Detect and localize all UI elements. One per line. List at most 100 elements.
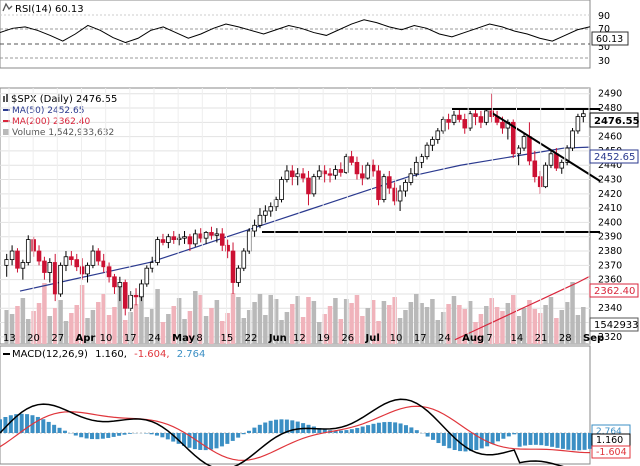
date-label: 26 (341, 333, 354, 344)
candle-body (397, 190, 403, 202)
macd-hist-bar (311, 426, 316, 433)
candle-body (478, 116, 484, 123)
volume-bar (25, 319, 31, 344)
rsi-tick-70: 70 (598, 24, 610, 35)
macd-hist-bar (187, 433, 192, 448)
macd-hist-bar (246, 430, 251, 433)
candle-body (36, 250, 42, 262)
volume-bar (489, 298, 494, 344)
volume-bar (387, 305, 392, 344)
candle-body (144, 267, 150, 285)
macd-hist-bar (198, 433, 203, 450)
volume-bar (214, 300, 220, 344)
macd-hist-bar (506, 433, 511, 437)
volume-bar (122, 320, 128, 344)
candle-body (160, 239, 166, 243)
last-price-tag-text: 2476.55 (594, 116, 640, 127)
date-axis: 13 20 27 Apr 10 17 24 May 8 15 22 Jun 12 19 26 Jul 10 17 2… (3, 88, 604, 344)
candle-body (128, 294, 133, 309)
date-label: 13 (3, 333, 16, 344)
macd-hist-bar (468, 433, 473, 452)
volume-bar (133, 304, 139, 344)
candle-body (510, 121, 516, 155)
price-tick: 2340 (598, 303, 622, 314)
macd-hist-bar (14, 414, 19, 433)
volume-bar (548, 297, 554, 344)
candle-body (457, 114, 462, 120)
volume-bar (311, 301, 317, 344)
candle-body (467, 113, 473, 129)
price-legend: $SPX (Daily) 2476.55 MA(50) 2452.65 MA(2… (3, 94, 117, 138)
candle-body (4, 259, 9, 266)
candle-body (381, 176, 387, 200)
candle-body (581, 113, 586, 118)
date-label: 10 (390, 333, 403, 344)
volume-bar (543, 305, 548, 344)
macd-hist-bar (252, 427, 257, 433)
candle-body (176, 237, 182, 240)
macd-hist-bar (84, 433, 89, 439)
macd-hist-bar (160, 433, 165, 438)
candle-body (349, 156, 354, 163)
candle-body (193, 233, 198, 245)
ma200-line (454, 275, 591, 341)
candle-body (430, 139, 435, 146)
ma200-legend: MA(200) 2362.40 (12, 117, 90, 127)
date-label: Jul (365, 333, 380, 344)
candle-body (20, 262, 26, 269)
macd-hist-bar (230, 433, 235, 441)
date-label: 21 (535, 333, 548, 344)
macd-hist-bar (588, 433, 592, 449)
macd-hist-bar (349, 429, 354, 433)
macd-hist-bar (111, 433, 116, 437)
rsi-value-tag (591, 31, 629, 46)
bar-chart-icon (3, 94, 8, 102)
rsi-value-tag-text: 60.13 (596, 34, 623, 45)
macd-hist-bar (560, 433, 565, 449)
volume-bar (47, 316, 53, 344)
date-label: 17 (414, 333, 427, 344)
volume-bar (279, 320, 284, 344)
macd-hist-bar (25, 414, 30, 433)
date-label: 12 (293, 333, 306, 344)
candle-body (306, 177, 311, 195)
macd-hist-bar (182, 433, 187, 446)
macd-hist-bar (528, 433, 533, 445)
rsi-line (0, 19, 591, 44)
macd-hist-bar (225, 433, 230, 444)
macd-signal-line (0, 405, 591, 461)
volume-bar (462, 309, 468, 344)
macd-hist-bar (512, 433, 517, 435)
volume-bar (505, 303, 511, 344)
date-label: Sep (583, 333, 604, 344)
macd-legend-macd: 1.160, (95, 349, 127, 360)
candle-body (85, 264, 90, 275)
volume-bar (397, 318, 403, 344)
volume-bar (149, 309, 155, 344)
date-label: 28 (559, 333, 572, 344)
volume-bar (79, 285, 85, 344)
candle-body (435, 130, 441, 140)
volume-bar (85, 318, 90, 344)
volume-bar (446, 304, 451, 344)
descending-trendline (491, 112, 601, 182)
price-tick: 2320 (598, 332, 622, 343)
candle-body (392, 187, 397, 202)
date-label: 19 (317, 333, 330, 344)
macd-histogram (0, 413, 592, 452)
candle-body (117, 282, 123, 288)
macd-hist-bar (441, 433, 446, 446)
macd-legend-signal: -1.604, (134, 349, 169, 360)
volume-bar (451, 296, 457, 344)
volume-bar (478, 314, 484, 344)
candle-body (69, 256, 74, 261)
candle-body (42, 260, 47, 273)
macd-hist-bar (52, 424, 57, 433)
volume-bar (521, 308, 527, 344)
macd-hist-bar (8, 415, 13, 433)
price-tick: 2370 (598, 260, 622, 271)
price-tick: 2420 (598, 189, 622, 200)
ma50-tag-text: 2452.65 (594, 152, 635, 163)
macd-hist-bar (317, 428, 322, 433)
candle-body (182, 236, 187, 239)
